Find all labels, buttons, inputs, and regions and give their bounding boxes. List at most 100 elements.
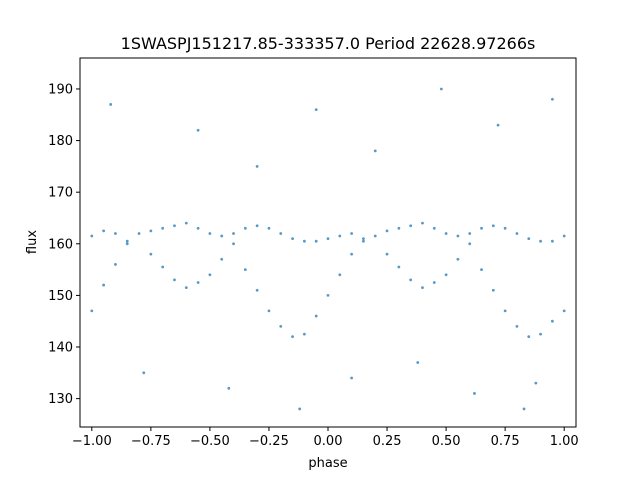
data-point (496, 123, 500, 127)
data-point (267, 226, 271, 230)
y-ticks: 130 140 150 160 170 180 190 (48, 82, 80, 407)
data-point (385, 229, 389, 233)
data-points (90, 87, 566, 411)
data-point (102, 283, 106, 287)
data-point (184, 286, 188, 290)
data-point (208, 273, 212, 277)
data-point (114, 232, 117, 235)
x-ticks: −1.00 −0.75 −0.50 −0.25 0.00 0.25 0.50 0.75 1.00 (72, 427, 579, 449)
data-point (267, 309, 271, 313)
x-axis-label: phase (308, 456, 347, 471)
x-tick-label: 0.50 (432, 434, 461, 449)
data-point (385, 252, 389, 256)
data-point (432, 226, 436, 230)
data-point (173, 278, 176, 282)
data-point (456, 257, 460, 261)
chart-title: 1SWASPJ151217.85-333357.0 Period 22628.9… (121, 34, 536, 53)
data-point (491, 288, 495, 292)
data-point (326, 237, 330, 241)
data-point (503, 226, 507, 230)
data-point (421, 221, 424, 225)
data-point (550, 319, 554, 323)
data-point (473, 392, 476, 395)
data-point (421, 286, 424, 290)
data-point (243, 226, 247, 230)
data-point (125, 242, 129, 246)
data-point (534, 381, 538, 385)
data-point (409, 278, 413, 282)
data-point (243, 268, 247, 271)
y-tick-label: 190 (48, 82, 73, 97)
data-point (142, 371, 146, 375)
data-point (444, 232, 448, 235)
data-point (550, 239, 554, 243)
data-point (232, 242, 235, 246)
data-point (161, 265, 165, 269)
data-point (279, 324, 283, 328)
data-point (298, 407, 302, 411)
data-point (527, 237, 531, 241)
data-point (562, 234, 566, 238)
y-tick-label: 160 (48, 237, 73, 252)
data-point (416, 361, 420, 364)
data-point (255, 224, 259, 228)
data-point (196, 128, 200, 132)
x-tick-label: 0.75 (491, 434, 520, 449)
y-tick-label: 180 (48, 134, 73, 149)
x-tick-label: 1.00 (550, 434, 579, 449)
data-point (468, 232, 472, 235)
data-point (539, 332, 542, 336)
data-point (90, 234, 94, 238)
data-point (196, 281, 200, 284)
data-point (350, 376, 354, 380)
x-tick-label: −0.50 (190, 434, 230, 449)
data-point (515, 324, 519, 328)
data-point (314, 108, 318, 112)
x-tick-label: −0.75 (131, 434, 171, 449)
data-point (480, 226, 483, 230)
data-point (550, 97, 554, 101)
data-point (291, 335, 294, 339)
data-point (444, 273, 448, 277)
data-point (515, 232, 519, 235)
data-point (184, 221, 188, 225)
data-point (362, 237, 365, 241)
data-point (350, 252, 354, 256)
data-point (90, 309, 94, 313)
data-point (527, 335, 531, 339)
data-point (149, 252, 153, 256)
data-point (397, 265, 401, 269)
data-point (173, 224, 176, 228)
data-point (302, 239, 306, 243)
data-point (149, 229, 153, 233)
y-tick-label: 170 (48, 186, 73, 201)
data-point (196, 226, 200, 230)
data-point (114, 263, 117, 266)
data-point (314, 239, 318, 243)
x-tick-label: −1.00 (72, 434, 112, 449)
data-point (373, 149, 377, 153)
y-tick-label: 150 (48, 289, 73, 304)
data-point (468, 242, 472, 246)
data-point (137, 232, 141, 235)
data-point (208, 232, 212, 235)
data-point (220, 257, 224, 261)
y-axis-label: flux (25, 230, 40, 254)
data-point (491, 224, 495, 228)
data-point (522, 407, 526, 411)
data-point (432, 281, 436, 284)
data-point (125, 239, 129, 243)
data-point (109, 103, 113, 106)
data-point (314, 314, 318, 318)
x-tick-label: −0.25 (249, 434, 289, 449)
data-point (338, 273, 342, 277)
data-point (220, 234, 224, 238)
data-point (255, 164, 259, 168)
data-point (480, 268, 483, 271)
data-point (227, 386, 231, 390)
data-point (161, 226, 165, 230)
data-point (373, 234, 377, 238)
data-point (232, 232, 235, 235)
data-point (397, 226, 401, 230)
